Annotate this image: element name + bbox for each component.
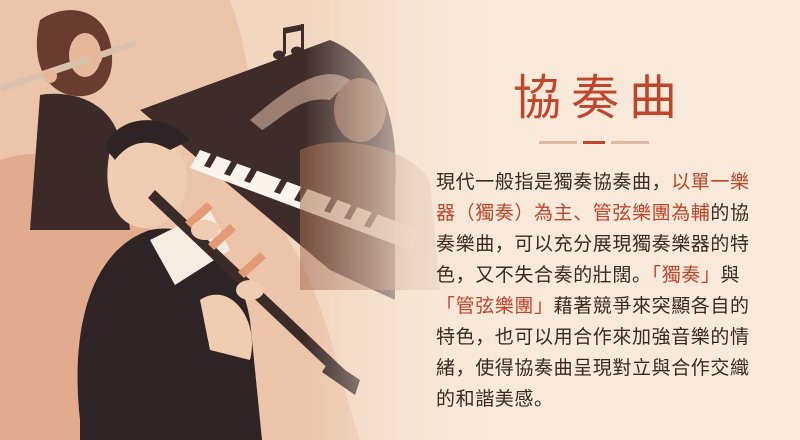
paragraph-segment: 藉著競爭來突顯各自的特色，也可以用合作來加強音樂的情緒，使得協奏曲呈現對立與合作… <box>436 295 750 410</box>
highlight-solo: 「獨奏」 <box>651 264 721 286</box>
page-title: 協奏曲 <box>512 70 687 126</box>
paragraph-segment: 與 <box>720 264 741 286</box>
description-paragraph: 現代一般指是獨奏協奏曲，以單一樂器（獨奏）為主、管弦樂團為輔的協奏樂曲，可以充分… <box>436 167 758 415</box>
paragraph-segment: 現代一般指是獨奏協奏曲， <box>436 171 672 193</box>
highlight-orchestra: 「管弦樂團」 <box>436 295 554 317</box>
highlight-solo-main: 以單一樂器（獨奏）為主、管弦樂團為輔 <box>436 171 750 224</box>
title-divider <box>539 141 649 144</box>
paragraph-segment: 的協奏樂曲，可以充分展現獨奏樂器的特色，又不失合奏的壯闊。 <box>436 202 750 286</box>
